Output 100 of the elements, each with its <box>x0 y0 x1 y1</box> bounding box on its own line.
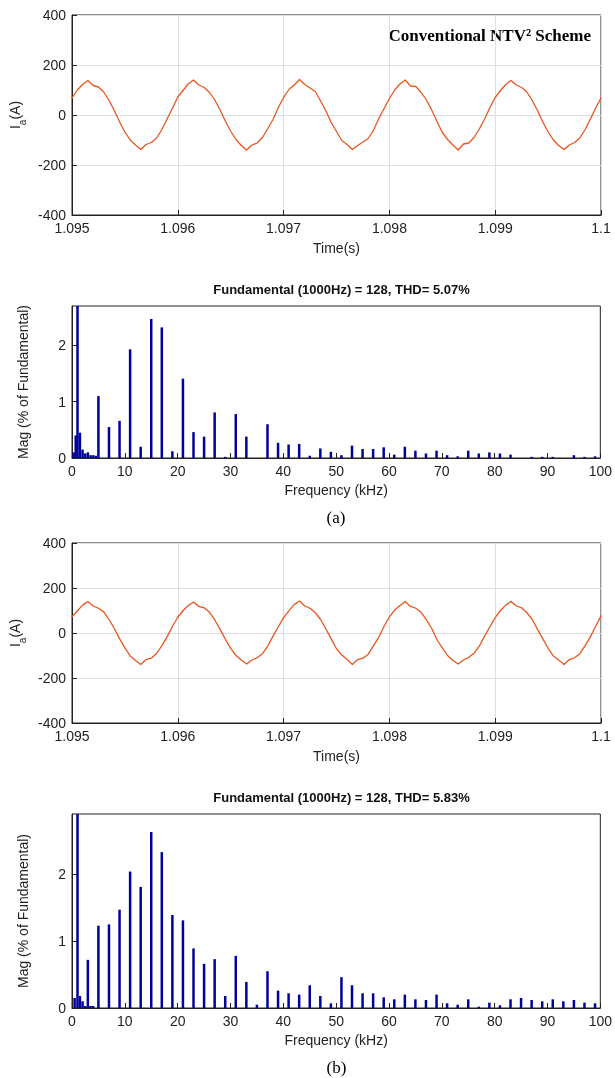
x-tick-label: 100 <box>588 463 613 479</box>
x-tick-label: 1.098 <box>371 728 408 744</box>
bar <box>319 448 322 458</box>
y-tick-label: 0 <box>58 1000 67 1016</box>
x-tick-label: 1.096 <box>160 220 196 236</box>
bar <box>361 993 364 1008</box>
x-tick-label: 30 <box>222 1013 239 1029</box>
x-axis-title: Frequency (kHz) <box>284 481 388 498</box>
x-tick-label: 70 <box>434 1013 450 1029</box>
x-tick-label: 40 <box>275 1013 292 1029</box>
x-tick-label: 1.097 <box>266 220 302 236</box>
bar <box>308 985 311 1008</box>
chart-title: Fundamental (1000Hz) = 128, THD= 5.83% <box>213 790 471 805</box>
bar <box>414 450 417 458</box>
y-tick-label: 400 <box>42 535 67 551</box>
x-tick-label: 20 <box>169 463 186 479</box>
bar <box>435 450 438 458</box>
x-tick-label: 0 <box>68 463 77 479</box>
bar <box>171 451 174 458</box>
bar <box>498 453 502 458</box>
x-tick-label: 80 <box>486 463 503 479</box>
x-tick-label: 1.095 <box>54 728 90 744</box>
y-tick-label: 2 <box>58 337 67 354</box>
x-tick-label: 70 <box>434 463 450 479</box>
y-tick-label: 400 <box>42 7 67 23</box>
bar <box>562 1001 565 1008</box>
bar <box>435 994 438 1008</box>
x-tick-label: 20 <box>169 1013 186 1029</box>
chart-title: Fundamental (1000Hz) = 128, THD= 5.07% <box>213 282 471 297</box>
x-tick-label: 60 <box>381 463 397 479</box>
y-tick-label: 200 <box>42 57 67 73</box>
bar <box>139 446 142 458</box>
bar <box>488 452 491 458</box>
x-tick-label: 10 <box>117 463 133 479</box>
bar <box>393 454 396 458</box>
y-tick-label: -200 <box>37 670 67 686</box>
bar <box>393 999 396 1008</box>
y-axis-title: Mag (% of Fundamental) <box>15 304 31 460</box>
x-tick-label: 1.097 <box>266 728 302 744</box>
bar <box>171 915 174 1008</box>
y-tick-label: 200 <box>42 580 67 596</box>
bar <box>319 995 322 1008</box>
bar <box>456 1004 459 1008</box>
x-tick-label: 60 <box>381 1013 397 1029</box>
bar <box>340 977 343 1008</box>
x-tick-label: 1.096 <box>160 728 196 744</box>
bar <box>287 444 290 458</box>
x-axis-title: Frequency (kHz) <box>284 1031 388 1048</box>
bar <box>382 447 385 458</box>
bar <box>488 1002 491 1008</box>
x-tick-label: 0 <box>68 1013 77 1029</box>
x-tick-label: 30 <box>222 463 239 479</box>
x-tick-label: 40 <box>275 463 292 479</box>
bar <box>97 396 100 458</box>
bar <box>192 432 195 458</box>
x-axis-title: Time(s) <box>313 748 360 764</box>
y-tick-label: 0 <box>58 107 67 123</box>
bar <box>509 999 512 1008</box>
y-axis-title: Ia(A) <box>7 618 28 648</box>
x-tick-label: 80 <box>486 1013 503 1029</box>
bar <box>382 997 385 1008</box>
x-tick-label: 1.1 <box>591 220 611 236</box>
y-tick-label: -400 <box>37 715 67 731</box>
bar <box>583 1002 586 1008</box>
text: (a) <box>326 508 346 527</box>
bar <box>266 971 269 1008</box>
bar <box>97 925 100 1008</box>
bar <box>139 886 142 1008</box>
x-tick-label: 10 <box>117 1013 133 1029</box>
x-tick-label: 1.098 <box>371 220 408 236</box>
bar <box>245 981 248 1008</box>
y-tick-label: 0 <box>58 450 67 466</box>
bar <box>308 455 311 458</box>
bar <box>192 948 195 1008</box>
y-axis-title: Ia(A) <box>7 100 28 130</box>
x-tick-label: 90 <box>539 463 556 479</box>
bar <box>424 453 428 458</box>
bar <box>213 959 216 1008</box>
bar <box>530 999 533 1008</box>
x-tick-label: 1.099 <box>477 728 513 744</box>
bar <box>213 412 216 458</box>
bar <box>118 420 121 458</box>
text: (b) <box>326 1058 347 1077</box>
x-tick-label: 50 <box>328 463 345 479</box>
bar <box>118 909 121 1008</box>
bar <box>266 424 269 458</box>
bar <box>340 455 343 458</box>
line-series <box>71 600 602 666</box>
bar <box>414 999 417 1008</box>
y-tick-label: 1 <box>58 933 67 950</box>
x-tick-label: 1.095 <box>54 220 90 236</box>
annotation: Conventional NTV² Scheme <box>388 26 592 45</box>
x-tick-label: 1.099 <box>477 220 513 236</box>
x-axis-title: Time(s) <box>313 240 360 256</box>
y-tick-label: 1 <box>58 393 67 410</box>
bar <box>287 993 290 1008</box>
y-tick-label: -400 <box>37 207 67 223</box>
bar <box>245 436 248 458</box>
bar <box>361 448 364 458</box>
y-axis-title: Mag (% of Fundamental) <box>15 833 31 989</box>
